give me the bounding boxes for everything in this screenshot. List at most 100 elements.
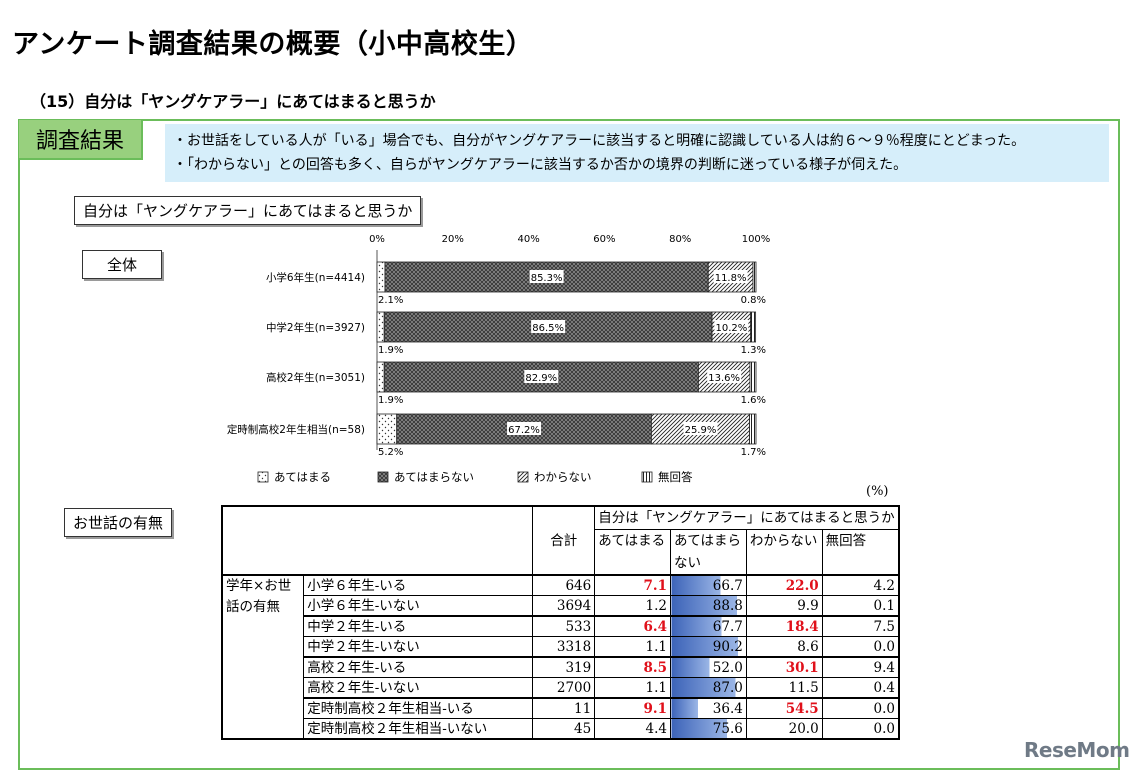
data-label-background [507, 422, 542, 435]
overall-label: 全体 [82, 250, 162, 279]
legend-swatch [641, 471, 653, 483]
row-label: 定時制高校２年生相当-いない [303, 718, 534, 740]
row-value: 11.5 [745, 677, 823, 699]
data-label: 5.2% [378, 447, 403, 458]
row-value: 67.7 [670, 615, 747, 637]
row-label: 小学６年生-いる [303, 574, 534, 596]
table-row: 小学６年生-いない 3694 1.2 88.8 9.9 0.1 [222, 595, 900, 617]
row-value: 9.9 [745, 595, 823, 617]
category-label: 小学6年生(n=4414) [266, 271, 365, 284]
data-label: 1.9% [378, 345, 403, 356]
row-value: 87.0 [670, 677, 747, 699]
table-header-row-1: 合計 自分は「ヤングケアラー」にあてはまると思うか [221, 505, 900, 576]
table-col-header-3: わからない [745, 529, 823, 576]
data-label-background [529, 270, 564, 283]
row-value: 88.8 [670, 595, 747, 617]
row-total: 11 [532, 697, 596, 719]
x-tick-label: 40% [517, 234, 539, 245]
legend-label: あてはまる [274, 470, 331, 484]
row-value: 52.0 [670, 656, 747, 678]
category-label: 高校2年生(n=3051) [266, 371, 365, 384]
row-value: 0.0 [821, 697, 900, 719]
row-label: 中学２年生-いる [303, 615, 534, 637]
percent-unit: (%) [866, 484, 889, 499]
row-value: 66.7 [670, 574, 747, 596]
row-total: 646 [532, 574, 596, 596]
table-row: 定時制高校２年生相当-いる 11 9.1 36.4 54.5 0.0 [222, 697, 900, 719]
bar-segment [750, 311, 757, 343]
table-header-row-2: あてはまる あてはまらない わからない 無回答 [222, 529, 900, 576]
row-group-label: 学年×お世話の有無 [221, 574, 305, 740]
table-row: 中学２年生-いる 533 6.4 67.7 18.4 7.5 [222, 615, 900, 637]
bar-segment [376, 311, 385, 343]
care-status-table: 合計 自分は「ヤングケアラー」にあてはまると思うか あてはまる あてはまらない … [221, 505, 900, 740]
row-total: 3694 [532, 595, 596, 617]
data-label-background [531, 320, 566, 333]
row-value: 8.5 [594, 656, 672, 678]
row-value: 7.5 [821, 615, 900, 637]
summary-line-2: ・「わからない」との回答も多く、自らがヤングケアラーに該当するか否かの境界の判断… [173, 157, 908, 173]
table-row: 高校２年生-いない 2700 1.1 87.0 11.5 0.4 [222, 677, 900, 699]
row-value: 20.0 [745, 718, 823, 740]
row-total: 533 [532, 615, 596, 637]
row-label: 中学２年生-いない [303, 636, 534, 658]
data-label: 85.3% [531, 273, 563, 284]
row-total: 319 [532, 656, 596, 678]
row-value: 36.4 [670, 697, 747, 719]
summary-box: ・お世話をしている人が「いる」場合でも、自分がヤングケアラーに該当すると明確に認… [165, 124, 1109, 182]
section-heading: （15）自分は「ヤングケアラー」にあてはまると思うか [30, 92, 436, 111]
row-value: 4.4 [594, 718, 672, 740]
row-value: 22.0 [745, 574, 823, 596]
category-label: 定時制高校2年生相当(n=58) [227, 423, 365, 436]
data-label-background [683, 422, 718, 435]
bar-segment [752, 261, 757, 293]
data-label: 13.6% [708, 373, 740, 384]
row-value: 30.1 [745, 656, 823, 678]
data-label: 11.8% [715, 273, 747, 284]
data-label: 67.2% [508, 425, 540, 436]
data-label-background [714, 320, 749, 333]
data-label: 1.6% [741, 395, 766, 406]
result-badge: 調査結果 [19, 120, 143, 160]
legend-label: あてはまらない [394, 470, 474, 484]
summary-line-1: ・お世話をしている人が「いる」場合でも、自分がヤングケアラーに該当すると明確に認… [173, 133, 1026, 149]
data-label-background [707, 370, 742, 383]
data-label: 86.5% [532, 323, 564, 334]
table-row: 学年×お世話の有無 小学６年生-いる 646 7.1 66.7 22.0 4.2 [221, 574, 900, 740]
row-value: 0.4 [821, 677, 900, 699]
legend-swatch [517, 471, 529, 483]
row-label: 小学６年生-いない [303, 595, 534, 617]
legend-label: 無回答 [658, 470, 693, 484]
row-total: 45 [532, 718, 596, 740]
category-label: 中学2年生(n=3927) [266, 321, 365, 334]
table-col-header-1: あてはまる [594, 529, 672, 576]
resemom-logo: ReseMom [1024, 738, 1130, 762]
row-value: 7.1 [594, 574, 672, 596]
results-frame [18, 119, 1120, 770]
legend-swatch [257, 471, 269, 483]
table-col-header-4: 無回答 [821, 529, 900, 576]
bar-segment [749, 361, 757, 393]
question-label: 自分は「ヤングケアラー」にあてはまると思うか [74, 196, 422, 225]
row-value: 0.0 [821, 636, 900, 658]
bar-segment [376, 413, 398, 445]
data-label-background [713, 270, 748, 283]
bar-segment [749, 413, 757, 445]
row-value: 9.1 [594, 697, 672, 719]
stacked-bar-chart: 0% 20% 40% 60% 80% 100% 小学6年生(n=4414) 2.1% 85.3… [227, 234, 770, 484]
data-label: 2.1% [378, 295, 403, 306]
row-label: 定時制高校２年生相当-いる [303, 697, 534, 719]
row-value: 0.0 [821, 718, 900, 740]
data-label: 25.9% [685, 425, 717, 436]
table-question-header: 自分は「ヤングケアラー」にあてはまると思うか [594, 505, 900, 530]
x-tick-label: 60% [593, 234, 615, 245]
table-row: 高校２年生-いる 319 8.5 52.0 30.1 9.4 [222, 656, 900, 678]
legend-label: わからない [534, 470, 592, 484]
row-label: 高校２年生-いない [303, 677, 534, 699]
data-label: 1.9% [378, 395, 403, 406]
row-value: 1.2 [594, 595, 672, 617]
row-value: 1.1 [594, 677, 672, 699]
row-value: 4.2 [821, 574, 900, 596]
page-title: アンケート調査結果の概要（小中高校生） [12, 29, 534, 60]
data-label: 10.2% [715, 323, 747, 334]
